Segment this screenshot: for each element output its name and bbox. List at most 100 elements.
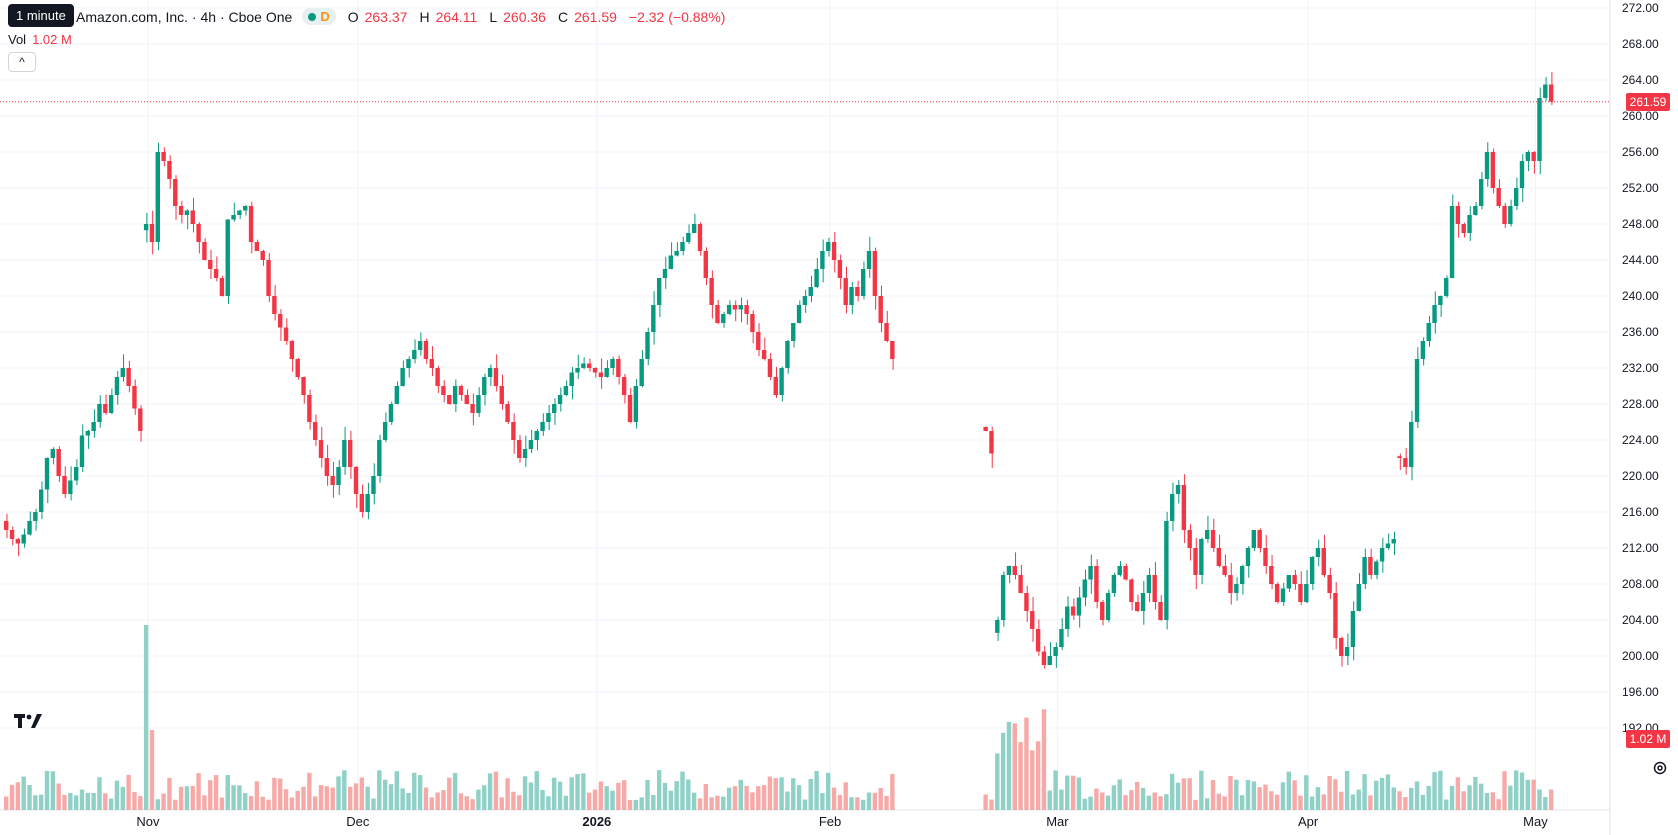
candle-body [820,251,825,269]
symbol-title: Amazon.com, Inc. · 4h · Cboe One [76,8,293,25]
volume-bar [149,730,155,810]
candle-body [1298,584,1303,602]
volume-bar [15,782,21,810]
volume-bar [674,781,679,810]
candle-body [1543,84,1548,98]
candle-body [1385,543,1391,548]
candle-body [1350,611,1356,647]
volume-bar [1135,781,1140,810]
candle-body [103,404,108,413]
volume-bar [91,792,96,810]
volume-bar [1455,777,1461,810]
candle-body [1222,566,1227,575]
volume-bar [126,774,131,810]
volume-bar [482,785,487,810]
volume-bar [791,778,796,810]
candle-body [429,359,434,368]
volume-bar [1344,770,1350,810]
volume-bar [826,772,831,810]
volume-legend: Vol 1.02 M [8,32,72,47]
candle-body [202,242,207,260]
volume-bar [143,625,149,810]
volume-bar [1035,741,1041,810]
candle-body [1140,593,1146,611]
y-tick-label: 196.00 [1622,685,1659,699]
candle-body [307,395,312,422]
candle-body [295,359,300,377]
candle-body [703,251,708,278]
y-tick-label: 224.00 [1622,433,1659,447]
volume-bar [814,771,819,810]
volume-bar [1537,789,1542,810]
volume-bar [359,777,365,810]
volume-bar [1076,777,1082,810]
candle-body [68,480,73,494]
candle-body [680,242,685,251]
candle-body [278,314,283,328]
candle-body [517,440,522,458]
candle-body [394,386,400,404]
candle-body [9,530,15,539]
candle-body [1531,152,1536,161]
candle-body [814,269,819,287]
tradingview-logo-icon[interactable] [14,712,44,738]
y-tick-label: 228.00 [1622,397,1659,411]
candle-body [866,251,872,269]
volume-bar [1123,795,1128,810]
volume-bar [1379,777,1385,810]
interval-flag: D [320,9,330,24]
volume-bar [1385,774,1391,810]
candle-body [1548,84,1554,102]
candle-body [482,377,487,395]
volume-bar [1449,785,1455,810]
candle-body [738,305,743,310]
volume-bar [1257,787,1262,810]
volume-bar [394,771,400,810]
volume-bar [779,777,784,810]
volume-bar [1397,791,1402,810]
volume-bar [1321,794,1326,810]
volume-bar [738,779,743,810]
volume-bar [225,775,230,810]
x-tick-label: Apr [1298,814,1319,829]
candle-body [73,467,79,481]
volume-bar [1187,778,1192,810]
candle-body [756,332,761,350]
collapse-legend-button[interactable]: ^ [8,52,36,72]
candle-body [831,242,837,260]
candle-body [272,296,277,314]
volume-bar [1444,799,1449,810]
volume-bar [336,776,341,810]
candle-body [126,368,131,386]
candle-body [732,305,738,310]
settings-gear-icon[interactable] [1652,760,1668,776]
volume-bar [429,797,434,810]
market-status-pill[interactable]: D [302,8,336,25]
y-tick-label: 264.00 [1622,73,1659,87]
volume-bar [1146,795,1152,810]
candle-body [1158,602,1163,620]
candle-body [1315,548,1321,557]
volume-bar [1274,794,1280,810]
x-tick-label: Nov [136,814,160,829]
volume-bar [1478,783,1484,810]
candle-body [1490,152,1496,188]
candle-body [1065,606,1070,629]
volume-bar [1513,770,1519,810]
volume-bar [744,786,749,810]
volume-bar [1204,798,1210,810]
candle-body [283,327,289,341]
candle-body [4,521,9,530]
volume-bar [522,776,528,810]
candle-body [843,278,848,305]
candle-body [1449,206,1455,278]
candle-body [726,305,732,314]
candle-body [1076,597,1082,616]
volume-bar [103,793,108,810]
candle-body [1321,548,1326,575]
volume-bar [756,786,761,810]
candle-body [91,422,96,431]
volume-bar [633,799,639,810]
